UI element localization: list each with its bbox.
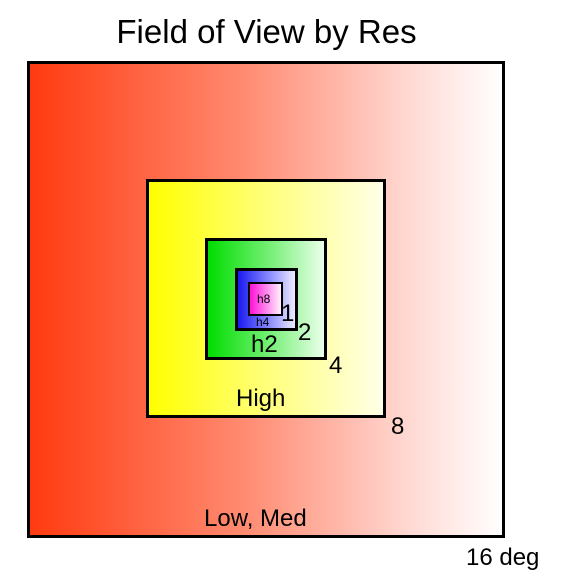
fov-box-1 (248, 282, 283, 316)
box-16-inner-label: Low, Med (204, 505, 307, 532)
box-8-inner-label: High (236, 385, 286, 412)
box-4-inner-label: h2 (251, 331, 278, 358)
box-2-size-label: 2 (298, 319, 312, 346)
box-4-size-label: 4 (329, 352, 343, 379)
box-16-size-label: 16 deg (466, 544, 540, 571)
box-2-inner-label: h4 (256, 315, 270, 329)
diagram-title: Field of View by Res (116, 13, 417, 50)
box-8-size-label: 8 (391, 413, 405, 440)
box-1-size-label: 1 (281, 300, 295, 327)
box-1-inner-label: h8 (257, 292, 271, 306)
